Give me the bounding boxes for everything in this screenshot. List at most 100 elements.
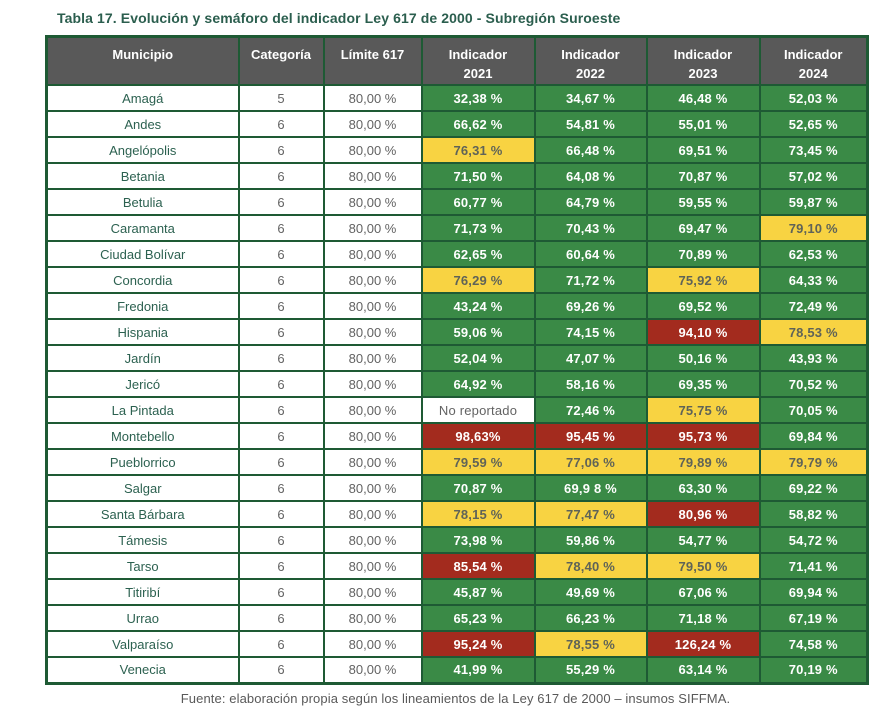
municipio-cell: Támesis xyxy=(45,526,240,554)
indicador-2023-cell: 69,52 % xyxy=(645,292,761,320)
indicador-2024-cell: 74,58 % xyxy=(758,630,869,658)
indicador-2024-cell: 67,19 % xyxy=(758,604,869,632)
indicador-2023-cell: 126,24 % xyxy=(645,630,761,658)
header-row: Municipio Categoría Límite 617 Indicador… xyxy=(45,35,869,86)
indicador-2023-cell: 94,10 % xyxy=(645,318,761,346)
source-note: Fuente: elaboración propia según los lin… xyxy=(180,690,731,706)
indicador-2024-cell: 58,82 % xyxy=(758,500,869,528)
municipio-cell: Santa Bárbara xyxy=(45,500,240,528)
indicador-2023-cell: 70,89 % xyxy=(645,240,761,268)
municipio-cell: Hispania xyxy=(45,318,240,346)
indicador-2023-cell: 75,75 % xyxy=(645,396,761,424)
indicador-2022-cell: 77,47 % xyxy=(533,500,648,528)
indicador-2022-cell: 69,9 8 % xyxy=(533,474,648,502)
table-row: Amagá 5 80,00 % 32,38 % 34,67 % 46,48 % 52,03 … xyxy=(45,84,869,112)
municipio-cell: Tarso xyxy=(45,552,240,580)
indicador-2024-cell: 62,53 % xyxy=(758,240,869,268)
column-header-categoria: Categoría xyxy=(237,35,325,86)
indicador-2021-cell: 41,99 % xyxy=(420,656,536,684)
indicador-2024-cell: 52,65 % xyxy=(758,110,869,138)
limite-cell: 80,00 % xyxy=(322,396,423,424)
table-row: Urrao 6 80,00 % 65,23 % 66,23 % 71,18 % 67,19 … xyxy=(45,604,869,632)
indicador-2021-cell: 76,29 % xyxy=(420,266,536,294)
indicador-2021-cell: 95,24 % xyxy=(420,630,536,658)
indicador-2021-cell: 43,24 % xyxy=(420,292,536,320)
indicator-table: Municipio Categoría Límite 617 Indicador… xyxy=(45,35,869,685)
table-row: Jardín 6 80,00 % 52,04 % 47,07 % 50,16 % 43,93… xyxy=(45,344,869,372)
municipio-cell: Betulia xyxy=(45,188,240,216)
municipio-cell: Venecia xyxy=(45,656,240,684)
municipio-cell: Andes xyxy=(45,110,240,138)
limite-cell: 80,00 % xyxy=(322,110,423,138)
indicador-2021-cell: 62,65 % xyxy=(420,240,536,268)
table-row: Titiribí 6 80,00 % 45,87 % 49,69 % 67,06 % 69,… xyxy=(45,578,869,606)
column-header-municipio: Municipio xyxy=(45,35,240,86)
limite-cell: 80,00 % xyxy=(322,344,423,372)
indicador-2022-cell: 66,48 % xyxy=(533,136,648,164)
indicador-2024-cell: 59,87 % xyxy=(758,188,869,216)
municipio-cell: Caramanta xyxy=(45,214,240,242)
municipio-cell: Jericó xyxy=(45,370,240,398)
limite-cell: 80,00 % xyxy=(322,162,423,190)
indicador-2021-cell: 64,92 % xyxy=(420,370,536,398)
indicador-2023-cell: 46,48 % xyxy=(645,84,761,112)
table-row: Támesis 6 80,00 % 73,98 % 59,86 % 54,77 % 54,7… xyxy=(45,526,869,554)
limite-cell: 80,00 % xyxy=(322,526,423,554)
table-row: Caramanta 6 80,00 % 71,73 % 70,43 % 69,47 % 79… xyxy=(45,214,869,242)
indicador-2021-cell: 79,59 % xyxy=(420,448,536,476)
table-row: Valparaíso 6 80,00 % 95,24 % 78,55 % 126,24 %… xyxy=(45,630,869,658)
indicador-2021-cell: 32,38 % xyxy=(420,84,536,112)
indicador-2022-cell: 64,08 % xyxy=(533,162,648,190)
table-row: Fredonia 6 80,00 % 43,24 % 69,26 % 69,52 % 72,… xyxy=(45,292,869,320)
categoria-cell: 6 xyxy=(237,474,325,502)
header-label: Indicador xyxy=(448,47,508,62)
table-row: Jericó 6 80,00 % 64,92 % 58,16 % 69,35 % 70,52… xyxy=(45,370,869,398)
table-row: La Pintada 6 80,00 % No reportado 72,46 % 75,… xyxy=(45,396,869,424)
indicador-2024-cell: 73,45 % xyxy=(758,136,869,164)
column-header-limite: Límite 617 xyxy=(322,35,423,86)
indicador-2022-cell: 66,23 % xyxy=(533,604,648,632)
indicador-2021-cell: 66,62 % xyxy=(420,110,536,138)
limite-cell: 80,00 % xyxy=(322,474,423,502)
categoria-cell: 6 xyxy=(237,370,325,398)
limite-cell: 80,00 % xyxy=(322,422,423,450)
page-title: Tabla 17. Evolución y semáforo del indic… xyxy=(57,10,621,26)
table-row: Santa Bárbara 6 80,00 % 78,15 % 77,47 % 80,96… xyxy=(45,500,869,528)
indicador-2022-cell: 77,06 % xyxy=(533,448,648,476)
indicador-2024-cell: 69,22 % xyxy=(758,474,869,502)
indicador-2022-cell: 74,15 % xyxy=(533,318,648,346)
municipio-cell: Salgar xyxy=(45,474,240,502)
categoria-cell: 6 xyxy=(237,292,325,320)
indicador-2023-cell: 70,87 % xyxy=(645,162,761,190)
indicador-2021-cell: 45,87 % xyxy=(420,578,536,606)
indicador-2024-cell: 71,41 % xyxy=(758,552,869,580)
limite-cell: 80,00 % xyxy=(322,136,423,164)
indicador-2023-cell: 59,55 % xyxy=(645,188,761,216)
indicador-2023-cell: 63,30 % xyxy=(645,474,761,502)
categoria-cell: 6 xyxy=(237,578,325,606)
indicador-2023-cell: 50,16 % xyxy=(645,344,761,372)
header-sublabel: 2024 xyxy=(798,66,828,81)
limite-cell: 80,00 % xyxy=(322,552,423,580)
indicador-2023-cell: 63,14 % xyxy=(645,656,761,684)
categoria-cell: 5 xyxy=(237,84,325,112)
municipio-cell: Urrao xyxy=(45,604,240,632)
categoria-cell: 6 xyxy=(237,630,325,658)
indicador-2022-cell: 69,26 % xyxy=(533,292,648,320)
limite-cell: 80,00 % xyxy=(322,500,423,528)
indicador-2021-cell: 60,77 % xyxy=(420,188,536,216)
table-row: Hispania 6 80,00 % 59,06 % 74,15 % 94,10 % 78,… xyxy=(45,318,869,346)
table-body: Amagá 5 80,00 % 32,38 % 34,67 % 46,48 % 52,03 … xyxy=(45,84,869,684)
categoria-cell: 6 xyxy=(237,344,325,372)
table-row: Venecia 6 80,00 % 41,99 % 55,29 % 63,14 % 70,1… xyxy=(45,656,869,684)
indicador-2024-cell: 72,49 % xyxy=(758,292,869,320)
municipio-cell: La Pintada xyxy=(45,396,240,424)
limite-cell: 80,00 % xyxy=(322,292,423,320)
categoria-cell: 6 xyxy=(237,136,325,164)
indicador-2021-cell: 71,50 % xyxy=(420,162,536,190)
limite-cell: 80,00 % xyxy=(322,656,423,684)
indicador-2024-cell: 64,33 % xyxy=(758,266,869,294)
table-row: Pueblorrico 6 80,00 % 79,59 % 77,06 % 79,89 %… xyxy=(45,448,869,476)
municipio-cell: Titiribí xyxy=(45,578,240,606)
table-row: Betania 6 80,00 % 71,50 % 64,08 % 70,87 % 57,0… xyxy=(45,162,869,190)
